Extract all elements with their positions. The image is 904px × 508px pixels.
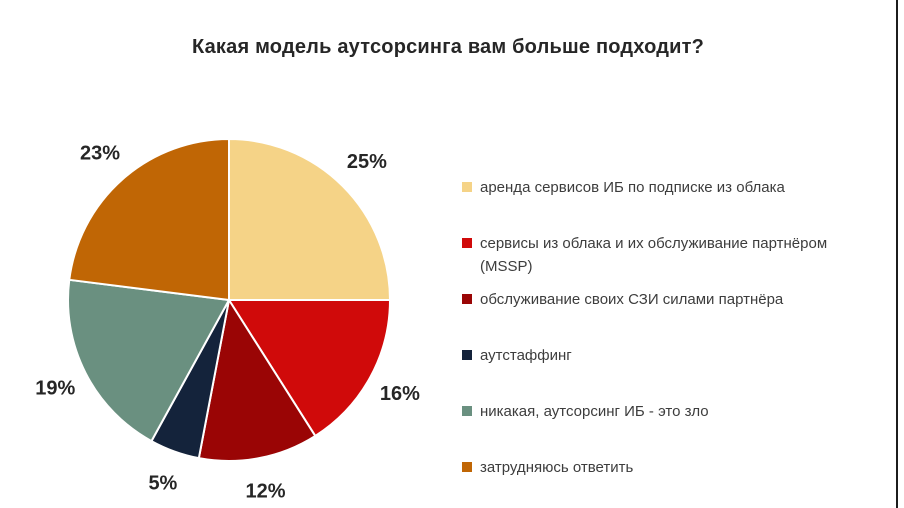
legend-label: сервисы из облака и их обслуживание парт… (480, 235, 828, 275)
slice-value-label: 5% (148, 473, 177, 495)
pie-svg: 25% 16% 12% 5% 19% 23% (35, 138, 420, 503)
legend-label: обслуживание своих СЗИ силами партнёра (480, 291, 784, 308)
legend-item: аутстаффинг (462, 344, 886, 367)
legend-swatch-icon (462, 462, 472, 472)
legend-item: сервисы из облака и их обслуживание парт… (462, 232, 886, 278)
legend: аренда сервисов ИБ по подписке из облака… (462, 0, 892, 508)
legend-item: никакая, аутсорсинг ИБ - это зло (462, 400, 886, 423)
slice-value-label: 16% (380, 383, 420, 405)
frame-right-edge (896, 0, 898, 508)
legend-label: аутстаффинг (480, 347, 572, 364)
slice-value-label: 19% (35, 378, 75, 400)
legend-item: аренда сервисов ИБ по подписке из облака (462, 176, 886, 199)
legend-swatch-icon (462, 406, 472, 416)
legend-swatch-icon (462, 238, 472, 248)
legend-swatch-icon (462, 350, 472, 360)
pie-slice (68, 138, 230, 301)
slice-value-label: 12% (245, 481, 285, 503)
slice-value-label: 23% (80, 143, 120, 165)
legend-swatch-icon (462, 182, 472, 192)
pie-slice (228, 299, 391, 437)
legend-item: затрудняюсь ответить (462, 456, 886, 479)
chart-title: Какая модель аутсорсинга вам больше подх… (191, 36, 705, 58)
pie-slice (228, 138, 391, 301)
pie-slice (197, 299, 317, 463)
legend-label: никакая, аутсорсинг ИБ - это зло (480, 403, 709, 420)
pie-slice (67, 278, 230, 443)
legend-swatch-icon (462, 294, 472, 304)
slice-value-label: 25% (347, 151, 387, 173)
legend-label: аренда сервисов ИБ по подписке из облака (480, 179, 785, 196)
legend-label: затрудняюсь ответить (480, 459, 634, 476)
legend-item: обслуживание своих СЗИ силами партнёра (462, 288, 886, 311)
